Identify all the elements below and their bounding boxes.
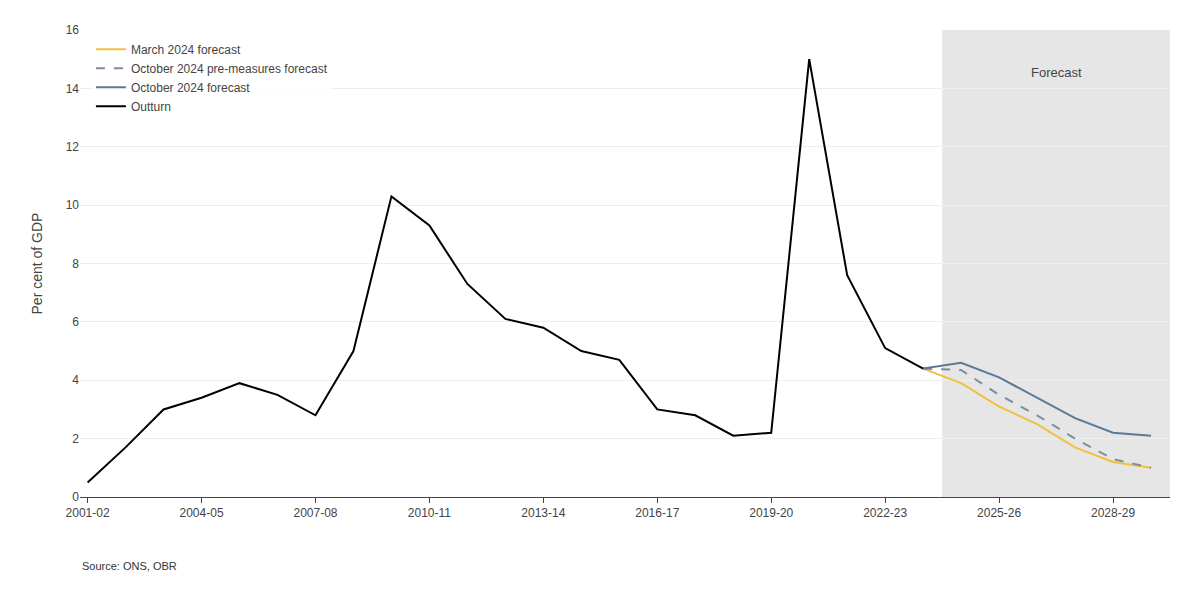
svg-text:Forecast: Forecast [1031,65,1082,80]
svg-text:4: 4 [72,373,79,387]
svg-text:2007-08: 2007-08 [293,506,337,520]
svg-text:Per cent of GDP: Per cent of GDP [29,213,45,315]
svg-text:2019-20: 2019-20 [749,506,793,520]
svg-text:6: 6 [72,315,79,329]
svg-text:October 2024 forecast: October 2024 forecast [131,81,250,95]
svg-text:2028-29: 2028-29 [1091,506,1135,520]
svg-text:2025-26: 2025-26 [977,506,1021,520]
svg-text:16: 16 [66,23,80,37]
svg-text:12: 12 [66,140,80,154]
svg-text:March 2024 forecast: March 2024 forecast [131,43,241,57]
svg-text:0: 0 [72,490,79,504]
svg-text:2016-17: 2016-17 [635,506,679,520]
svg-text:2013-14: 2013-14 [521,506,565,520]
svg-text:14: 14 [66,82,80,96]
svg-text:2022-23: 2022-23 [863,506,907,520]
svg-text:10: 10 [66,198,80,212]
svg-text:October 2024 pre-measures fore: October 2024 pre-measures forecast [131,62,328,76]
svg-text:2001-02: 2001-02 [66,506,110,520]
svg-text:2010-11: 2010-11 [408,506,451,520]
svg-text:2: 2 [72,432,79,446]
svg-text:2004-05: 2004-05 [180,506,224,520]
svg-text:Outturn: Outturn [131,100,171,114]
svg-text:Source: ONS, OBR: Source: ONS, OBR [82,560,177,572]
svg-text:8: 8 [72,257,79,271]
